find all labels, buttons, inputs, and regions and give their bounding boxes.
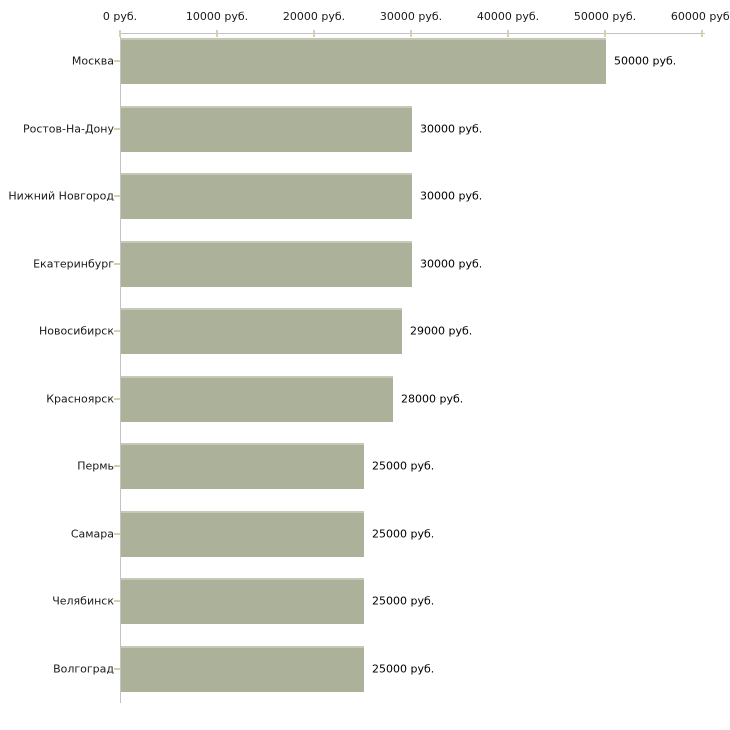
- x-axis-tick-mark: [701, 30, 703, 37]
- x-axis-line: [120, 33, 705, 34]
- y-axis-tick-mark: [114, 600, 120, 602]
- y-axis-tick-mark: [114, 263, 120, 265]
- x-axis-tick-label: 20000 руб.: [282, 10, 346, 23]
- category-label: Самара: [70, 527, 114, 541]
- x-axis-tick-mark: [507, 30, 509, 37]
- x-axis-tick-mark: [119, 30, 121, 37]
- x-axis-tick-label: 10000 руб.: [185, 10, 249, 23]
- category-label: Нижний Новгород: [8, 189, 114, 203]
- y-axis-tick-mark: [114, 60, 120, 62]
- value-label: 28000 руб.: [401, 392, 464, 406]
- x-axis-tick-mark: [604, 30, 606, 37]
- y-axis-tick-mark: [114, 398, 120, 400]
- bar-Новосибирск[interactable]: [121, 308, 402, 354]
- value-label: 25000 руб.: [372, 459, 435, 473]
- x-axis-tick-label: 50000 руб.: [573, 10, 637, 23]
- value-label: 30000 руб.: [420, 189, 483, 203]
- bar-Челябинск[interactable]: [121, 578, 364, 624]
- category-label: Пермь: [77, 459, 114, 473]
- x-axis-tick-label: 40000 руб.: [476, 10, 540, 23]
- y-axis-tick-mark: [114, 330, 120, 332]
- y-axis-tick-mark: [114, 668, 120, 670]
- category-label: Новосибирск: [38, 324, 114, 338]
- value-label: 50000 руб.: [614, 54, 677, 68]
- y-axis-tick-mark: [114, 195, 120, 197]
- y-axis-tick-mark: [114, 465, 120, 467]
- category-label: Волгоград: [53, 662, 114, 676]
- value-label: 25000 руб.: [372, 527, 435, 541]
- x-axis-tick-mark: [410, 30, 412, 37]
- value-label: 30000 руб.: [420, 122, 483, 136]
- bar-Пермь[interactable]: [121, 443, 364, 489]
- value-label: 30000 руб.: [420, 257, 483, 271]
- category-label: Челябинск: [52, 594, 114, 608]
- y-axis-line: [120, 33, 121, 703]
- bar-Самара[interactable]: [121, 511, 364, 557]
- bar-Волгоград[interactable]: [121, 646, 364, 692]
- x-axis-tick-label: 30000 руб.: [379, 10, 443, 23]
- bar-Нижний Новгород[interactable]: [121, 173, 412, 219]
- value-label: 25000 руб.: [372, 594, 435, 608]
- y-axis-tick-mark: [114, 533, 120, 535]
- category-label: Ростов-На-Дону: [22, 122, 114, 136]
- bar-Москва[interactable]: [121, 38, 606, 84]
- x-axis-tick-mark: [216, 30, 218, 37]
- x-axis-tick-label: 60000 руб.: [670, 10, 730, 23]
- category-label: Красноярск: [46, 392, 114, 406]
- value-label: 25000 руб.: [372, 662, 435, 676]
- y-axis-tick-mark: [114, 128, 120, 130]
- bar-Красноярск[interactable]: [121, 376, 393, 422]
- bar-Ростов-На-Дону[interactable]: [121, 106, 412, 152]
- bar-Екатеринбург[interactable]: [121, 241, 412, 287]
- category-label: Москва: [71, 54, 114, 68]
- category-label: Екатеринбург: [33, 257, 114, 271]
- x-axis-tick-mark: [313, 30, 315, 37]
- value-label: 29000 руб.: [410, 324, 473, 338]
- x-axis-tick-label: 0 руб.: [102, 10, 138, 23]
